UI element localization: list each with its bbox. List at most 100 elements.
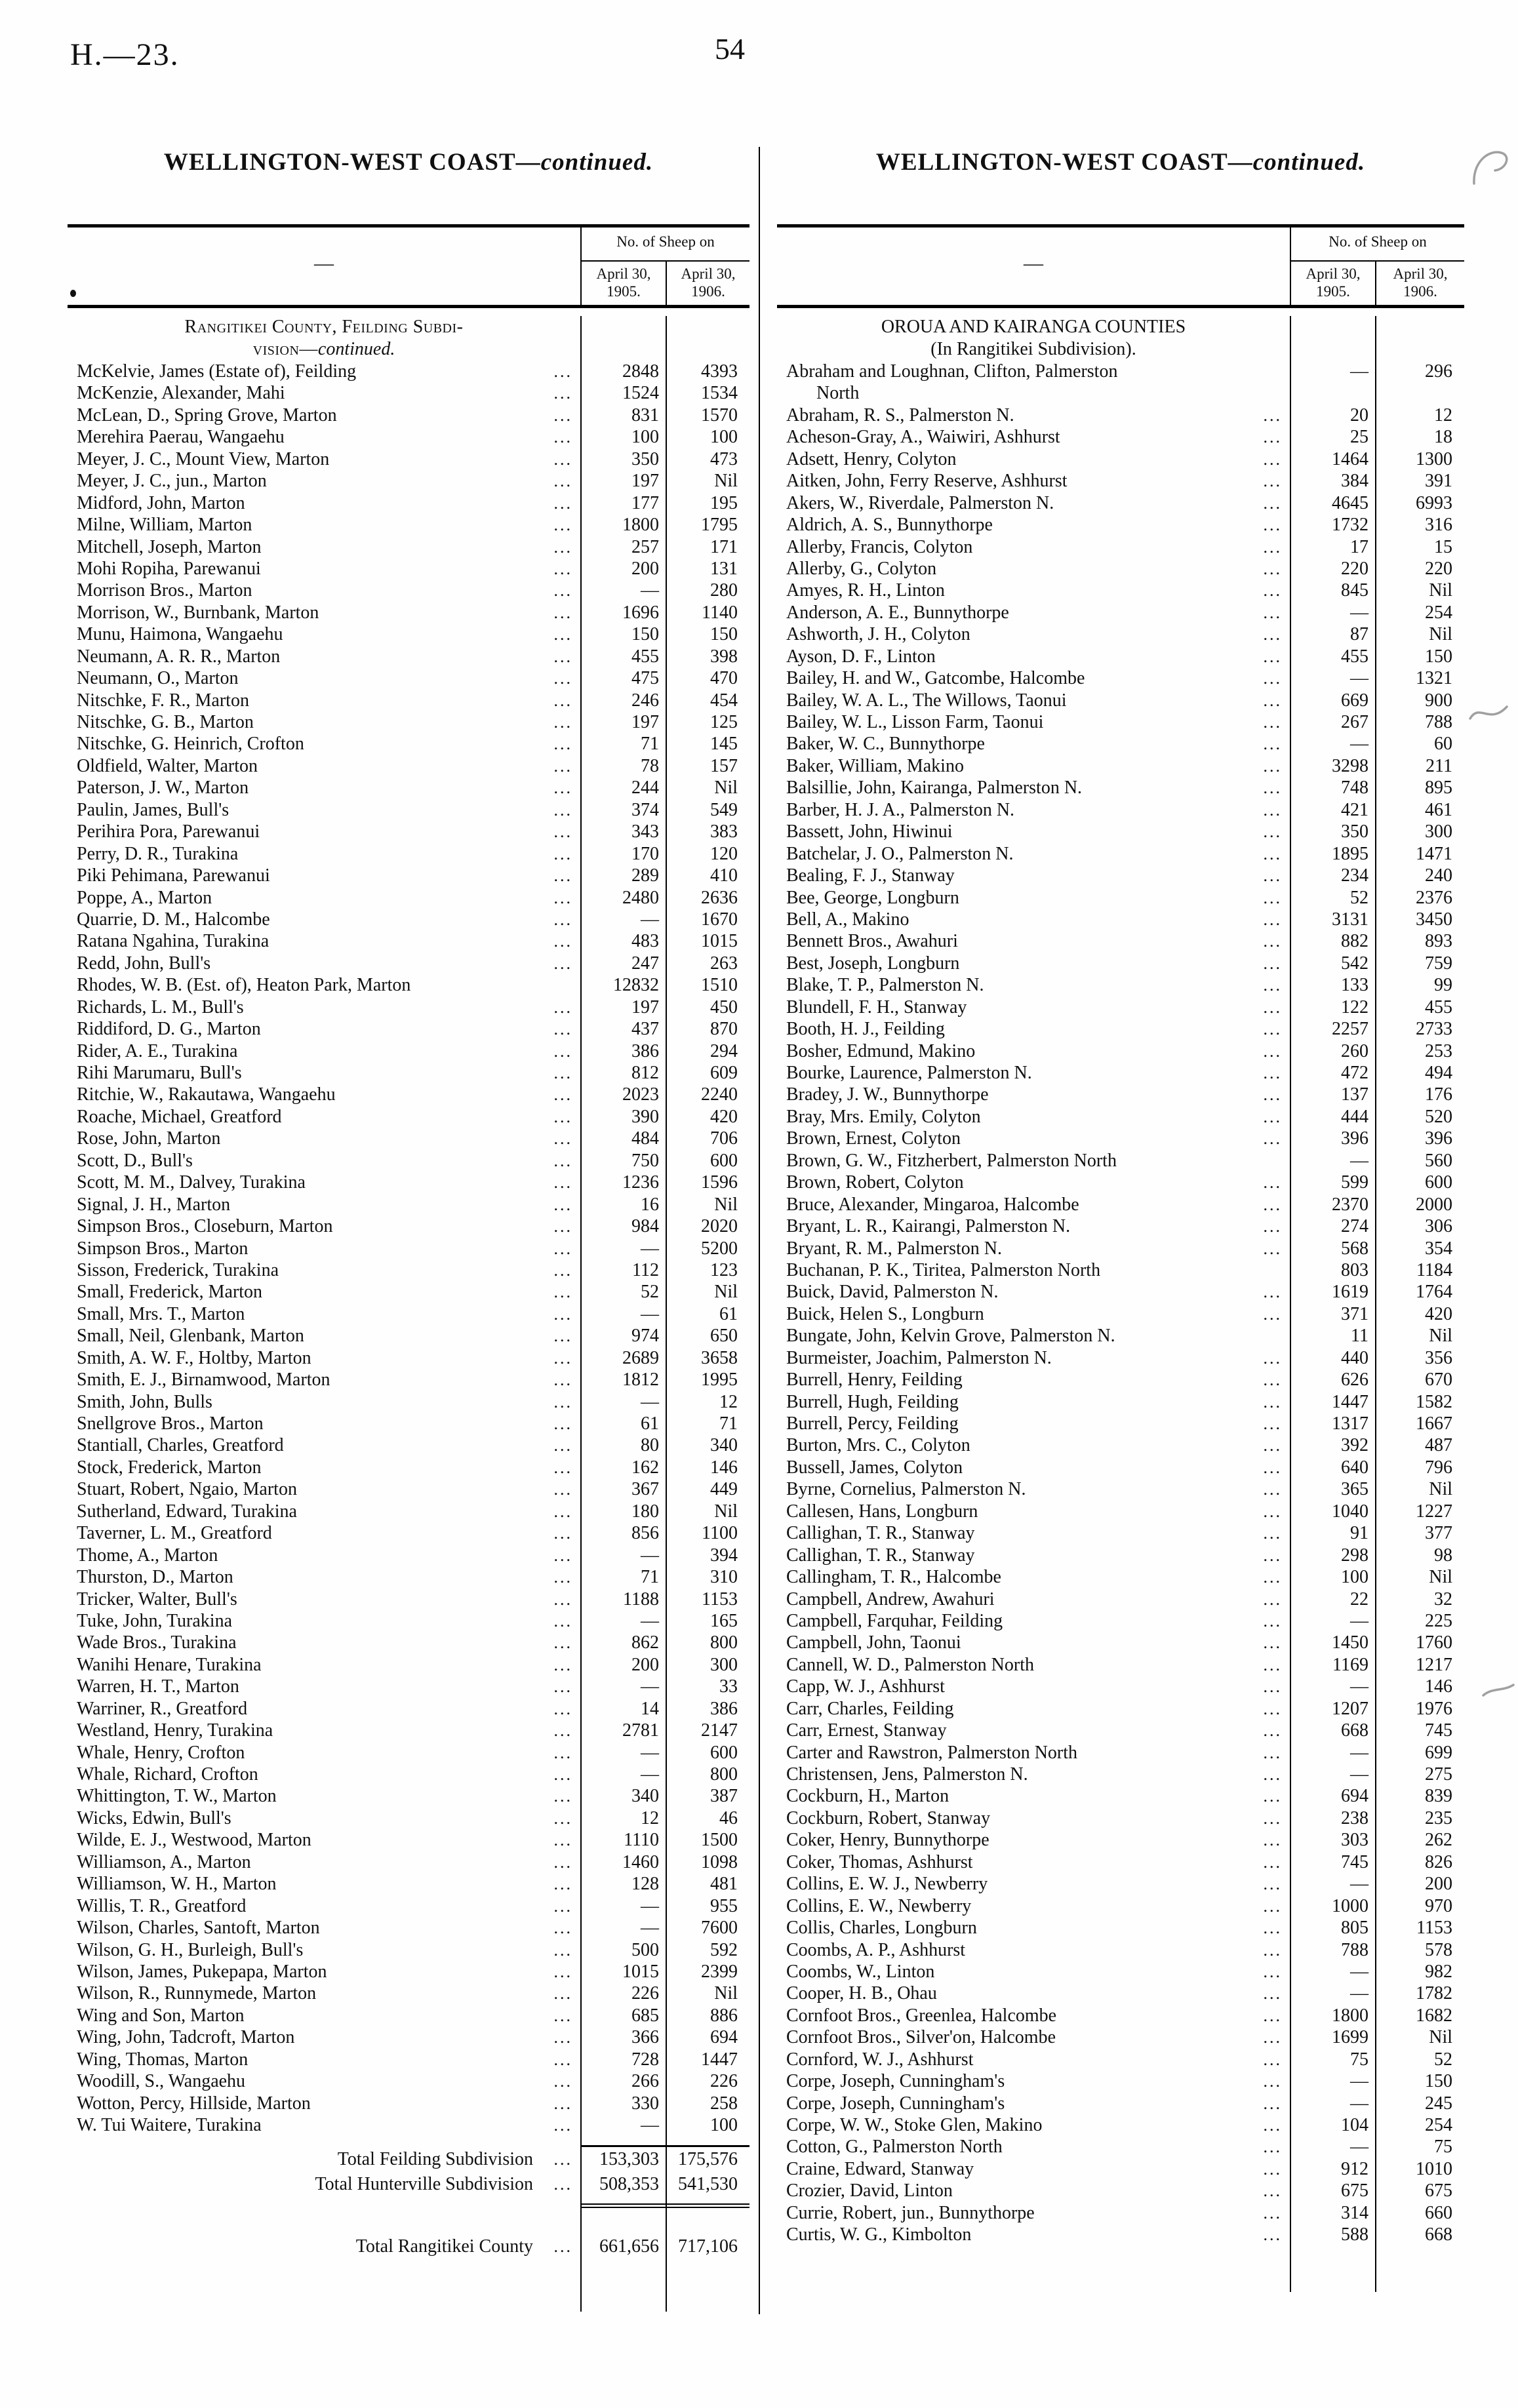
table-row: Wilson, James, Pukepapa, Marton... 1015 23… (68, 1961, 749, 1983)
sheep-1905-value: 260 (1341, 1040, 1368, 1061)
sheep-1906-value: 5200 (701, 1238, 738, 1259)
total-1906-value: 175,576 (678, 2149, 738, 2170)
total-label: Total Feilding Subdivision (337, 2149, 533, 2170)
leader-dots: ... (1263, 888, 1282, 907)
table-row: Blundell, F. H., Stanway... 122 455 (777, 997, 1464, 1018)
sheep-1906-value: 120 (710, 843, 738, 864)
sheep-1905-value: 137 (1341, 1084, 1368, 1105)
owner-name: Wing and Son, Marton (77, 2005, 245, 2026)
table-row: Bailey, H. and W., Gatcombe, Halcombe...… (777, 667, 1464, 689)
owner-name-cell: Smith, E. J., Birnamwood, Marton... (68, 1369, 580, 1391)
sheep-1905-value: 1450 (1332, 1632, 1368, 1653)
sheep-1906-value: 220 (1425, 558, 1452, 579)
owner-name: Whittington, T. W., Marton (77, 1786, 277, 1807)
owner-name-cell: Bryant, R. M., Palmerston N.... (777, 1238, 1290, 1259)
sheep-1905-value: 266 (631, 2071, 659, 2092)
subtotal-row: Total Hunterville Subdivision... 508,353 5… (68, 2172, 749, 2197)
leader-dots: ... (553, 1436, 572, 1455)
sheep-1906-value: 294 (710, 1040, 738, 1061)
owner-name: Piki Pehimana, Parewanui (77, 865, 270, 886)
owner-name: Paulin, James, Bull's (77, 799, 230, 820)
owner-name-cell: Mohi Ropiha, Parewanui... (68, 558, 580, 580)
owner-name-cell: Capp, W. J., Ashhurst... (777, 1676, 1290, 1697)
leader-dots: ... (553, 1721, 572, 1741)
owner-name-cell: Smith, A. W. F., Holtby, Marton... (68, 1347, 580, 1369)
sheep-1905-value: 542 (1341, 953, 1368, 974)
owner-name: Cornfoot Bros., Silver'on, Halcombe (786, 2027, 1056, 2048)
sheep-1906-value: 549 (710, 799, 738, 820)
owner-name-cell: Rider, A. E., Turakina... (68, 1040, 580, 1062)
owner-name-cell: Snellgrove Bros., Marton... (68, 1413, 580, 1434)
leader-dots: ... (1263, 1217, 1282, 1236)
leader-dots: ... (1263, 1940, 1282, 1960)
sheep-1906-value: 675 (1425, 2181, 1452, 2201)
sheep-1905-value: 484 (631, 1128, 659, 1149)
owner-name-cell: Small, Neil, Glenbank, Marton... (68, 1325, 580, 1347)
sheep-1905-value: 52 (641, 1282, 659, 1303)
owner-name-cell: Aldrich, A. S., Bunnythorpe... (777, 514, 1290, 536)
sheep-1905-value: 856 (631, 1523, 659, 1544)
owner-name-cell: Wilson, Charles, Santoft, Marton... (68, 1917, 580, 1939)
leader-dots: ... (553, 493, 572, 513)
leader-dots: ... (1263, 690, 1282, 710)
table-row: Burmeister, Joachim, Palmerston N.... 440… (777, 1347, 1464, 1369)
leader-dots: ... (1263, 1765, 1282, 1785)
owner-name-cell: Wade Bros., Turakina... (68, 1632, 580, 1653)
owner-name-cell: Tuke, John, Turakina... (68, 1610, 580, 1632)
sheep-1905-value: 862 (631, 1632, 659, 1653)
leader-dots: ... (553, 690, 572, 710)
table-row: Adsett, Henry, Colyton... 1464 1300 (777, 448, 1464, 470)
table-row: Paulin, James, Bull's... 374 549 (68, 799, 749, 821)
leader-dots: ... (1263, 1107, 1282, 1126)
sheep-1906-value: 146 (710, 1457, 738, 1478)
table-row: Balsillie, John, Kairanga, Palmerston N.… (777, 777, 1464, 799)
owner-name-cell: McKenzie, Alexander, Mahi... (68, 382, 580, 404)
sheep-1906-value: Nil (714, 1194, 738, 1215)
owner-name: Bassett, John, Hiwinui (786, 821, 953, 842)
table-row: Smith, John, Bulls... — 12 (68, 1391, 749, 1413)
sheep-1906-value: 300 (710, 1654, 738, 1675)
right-rows: Abraham and Loughnan, Clifton, Palmersto… (777, 361, 1464, 2246)
sheep-1906-value: 316 (1425, 515, 1452, 536)
sheep-1905-value: 112 (632, 1259, 659, 1280)
sheep-1905-value: 267 (1341, 712, 1368, 733)
sheep-1905-value: 234 (1341, 865, 1368, 886)
sheep-1905-value: — (641, 1764, 659, 1785)
sheep-1906-value: 450 (710, 997, 738, 1017)
sheep-1906-value: 955 (710, 1895, 738, 1916)
table-row: McKelvie, James (Estate of), Feilding...… (68, 361, 749, 382)
owner-name: Callighan, T. R., Stanway (786, 1523, 975, 1544)
owner-name: Burrell, Percy, Feilding (786, 1413, 959, 1434)
owner-name: Corpe, Joseph, Cunningham's (786, 2093, 1005, 2114)
leader-dots: ... (1263, 2203, 1282, 2222)
leader-dots: ... (553, 1107, 572, 1126)
table-row: Smith, E. J., Birnamwood, Marton... 1812 1… (68, 1369, 749, 1391)
sheep-1906-value: 1570 (701, 405, 738, 425)
owner-name: Carter and Rawstron, Palmerston North (786, 1742, 1078, 1763)
sheep-1905-value: — (1350, 734, 1368, 755)
table-row: Corpe, W. W., Stoke Glen, Makino... 104 25… (777, 2114, 1464, 2136)
sheep-1906-value: 800 (710, 1632, 738, 1653)
owner-name-cell: Stantiall, Charles, Greatford... (68, 1434, 580, 1456)
leader-dots: ... (553, 1348, 572, 1368)
owner-name: Burrell, Henry, Feilding (786, 1370, 963, 1391)
owner-name-cell: Bassett, John, Hiwinui... (777, 821, 1290, 842)
sheep-1905-value: 1447 (1332, 1391, 1368, 1412)
leader-dots: ... (1263, 909, 1282, 929)
leader-dots: ... (1263, 866, 1282, 886)
leader-dots: ... (1263, 932, 1282, 951)
sheep-1906-value: 32 (1434, 1589, 1452, 1609)
owner-name-cell: Small, Frederick, Marton... (68, 1281, 580, 1303)
owner-name-cell: Rihi Marumaru, Bull's... (68, 1062, 580, 1084)
leader-dots: ... (1263, 646, 1282, 666)
owner-name-cell: Bruce, Alexander, Mingaroa, Halcombe... (777, 1194, 1290, 1215)
sheep-1906-value: 1976 (1416, 1698, 1452, 1719)
sheep-1906-value: 1140 (702, 602, 738, 623)
sheep-1905-value: — (1350, 1610, 1368, 1631)
owner-name: Bryant, R. M., Palmerston N. (786, 1238, 1002, 1259)
owner-name-cell: Curtis, W. G., Kimbolton... (777, 2224, 1290, 2245)
owner-name: Brown, Robert, Colyton (786, 1172, 964, 1193)
total-1906-value: 717,106 (678, 2236, 738, 2257)
sheep-1906-value: 494 (1425, 1063, 1452, 1084)
